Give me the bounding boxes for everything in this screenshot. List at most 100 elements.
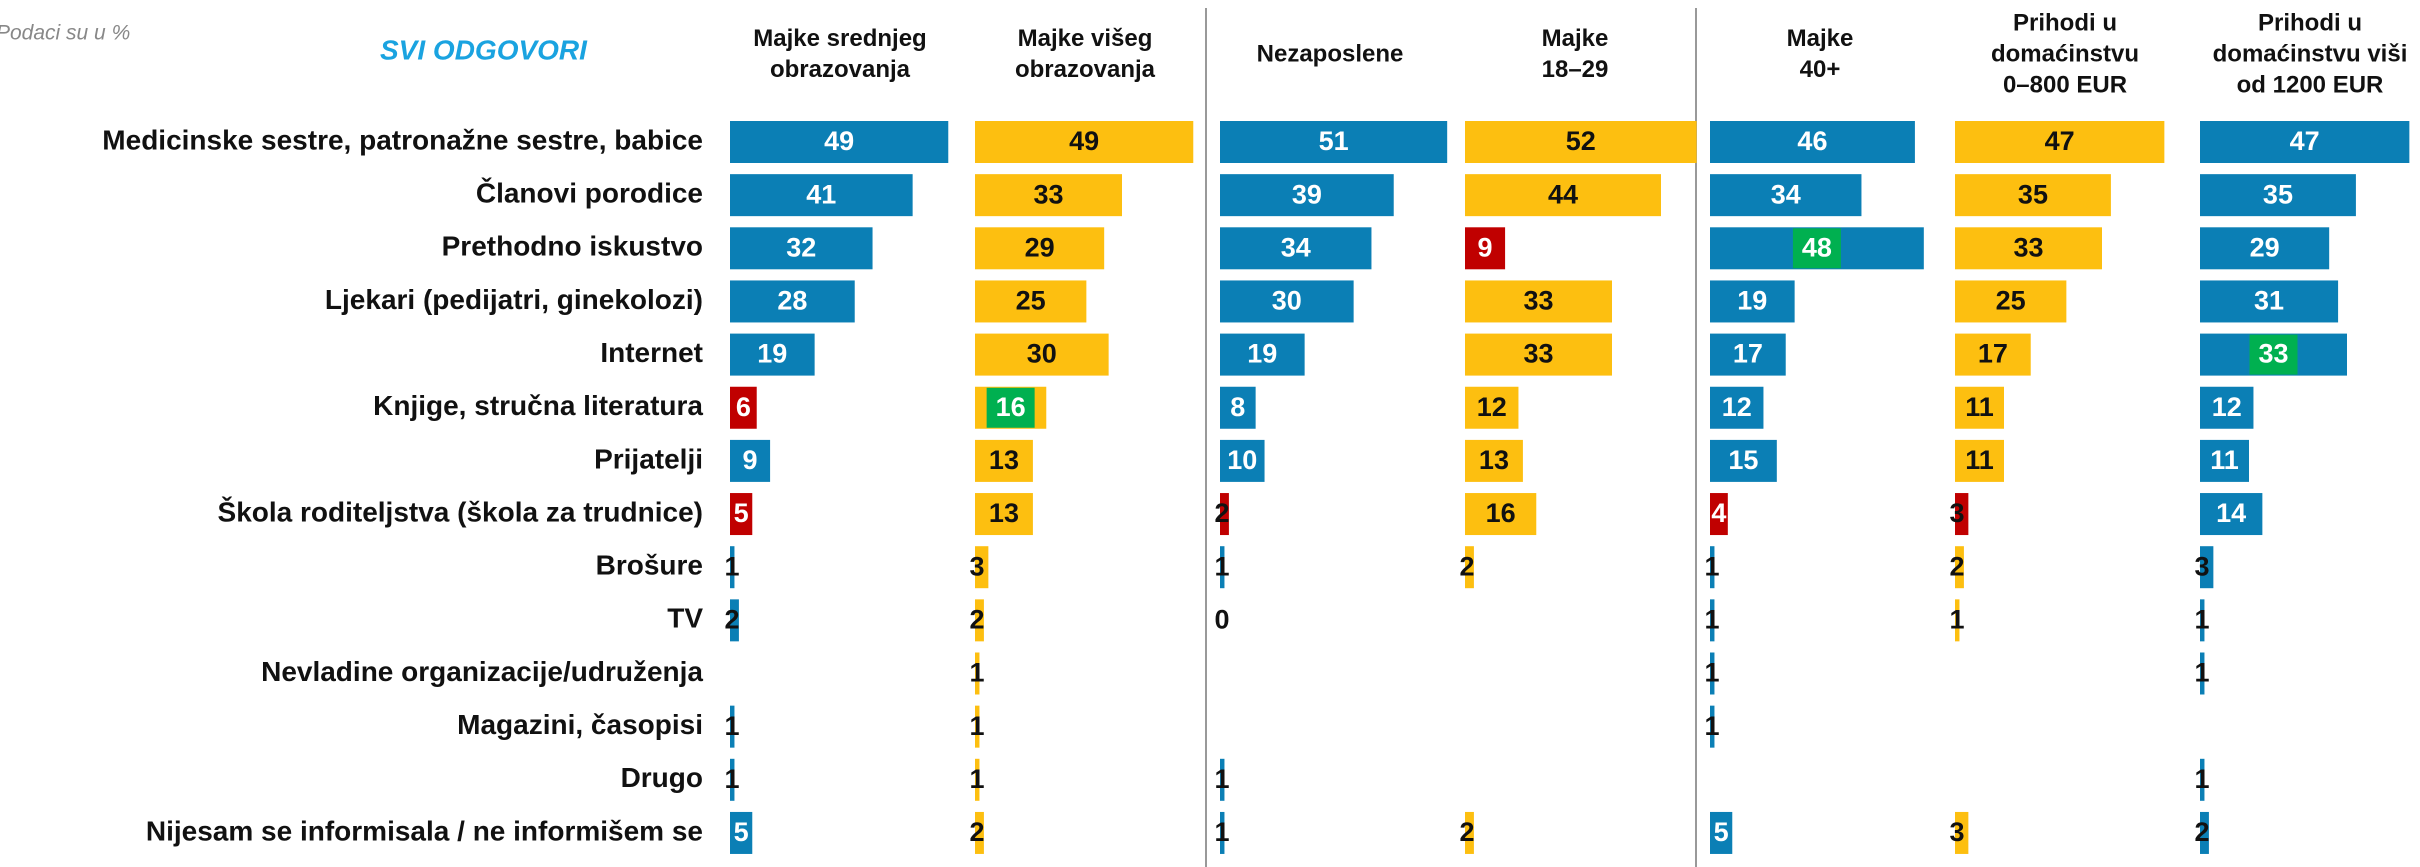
panel-header: od 1200 EUR xyxy=(2237,71,2384,98)
bar xyxy=(975,546,989,589)
value-label: 5 xyxy=(1714,817,1729,847)
bar xyxy=(1220,174,1394,217)
bar xyxy=(1955,599,1960,642)
panel-header: domaćinstvu viši xyxy=(2213,40,2408,67)
bar xyxy=(1710,439,1777,482)
value-label: 11 xyxy=(1965,392,1994,422)
bar xyxy=(1710,386,1764,429)
value-label: 1 xyxy=(724,551,739,581)
value-label: 12 xyxy=(2212,392,2242,422)
value-label: 33 xyxy=(1033,179,1063,209)
bar xyxy=(975,227,1105,270)
panel-header: Nezaposlene xyxy=(1257,40,1404,67)
bar xyxy=(730,546,735,589)
bar xyxy=(1955,121,2165,163)
bar xyxy=(730,811,753,854)
note: Podaci su u % xyxy=(0,22,130,45)
value-label: 46 xyxy=(1797,126,1827,156)
value-label: 19 xyxy=(1737,286,1767,316)
bar xyxy=(730,599,739,642)
bar xyxy=(975,652,980,695)
panel-header: obrazovanja xyxy=(1015,56,1156,83)
value-label: 2 xyxy=(1459,817,1474,847)
bar xyxy=(975,174,1122,217)
value-label: 12 xyxy=(1722,392,1752,422)
panel-header: 18–29 xyxy=(1542,56,1609,83)
bar xyxy=(1220,811,1225,854)
value-label: 51 xyxy=(1319,126,1349,156)
value-label: 39 xyxy=(1292,179,1322,209)
bar xyxy=(1710,705,1715,748)
value-label: 1 xyxy=(1704,604,1719,634)
value-label: 30 xyxy=(1027,339,1057,369)
value-label: 34 xyxy=(1771,179,1801,209)
value-label: 1 xyxy=(1214,764,1229,794)
category-label: Magazini, časopisi xyxy=(457,709,703,740)
category-label: Knjige, stručna literatura xyxy=(373,390,703,421)
bar xyxy=(975,811,984,854)
bar xyxy=(1955,333,2031,376)
highlight-box xyxy=(2249,334,2298,375)
panel-header: domaćinstvu xyxy=(1991,40,2139,67)
value-label: 1 xyxy=(969,711,984,741)
value-label: 49 xyxy=(824,126,854,156)
value-label: 52 xyxy=(1566,126,1596,156)
bar xyxy=(2200,280,2339,323)
bar xyxy=(730,386,757,429)
value-label: 9 xyxy=(743,445,758,475)
bar xyxy=(1710,493,1728,536)
value-label: 47 xyxy=(2045,126,2075,156)
value-label: 10 xyxy=(1227,445,1257,475)
value-label: 49 xyxy=(1069,126,1099,156)
category-label: Medicinske sestre, patronažne sestre, ba… xyxy=(102,124,703,155)
value-label: 13 xyxy=(1479,445,1509,475)
bar xyxy=(730,333,815,376)
bar xyxy=(1220,121,1448,163)
bar xyxy=(1955,546,1964,589)
bar xyxy=(2200,546,2214,589)
value-label: 5 xyxy=(734,498,749,528)
value-label: 32 xyxy=(786,232,816,262)
value-label: 35 xyxy=(2263,179,2293,209)
value-label: 0 xyxy=(1214,604,1229,634)
category-label: Prijatelji xyxy=(594,443,703,474)
bar xyxy=(1465,439,1523,482)
bar xyxy=(1955,811,1969,854)
value-label: 33 xyxy=(2013,232,2043,262)
highlight-box xyxy=(1792,228,1841,269)
value-label: 48 xyxy=(1802,232,1832,262)
bar xyxy=(1220,758,1225,801)
value-label: 1 xyxy=(724,764,739,794)
bar xyxy=(1465,493,1537,536)
value-label: 4 xyxy=(1711,498,1726,528)
value-label: 12 xyxy=(1477,392,1507,422)
bar xyxy=(975,439,1033,482)
value-label: 2 xyxy=(1214,498,1229,528)
value-label: 17 xyxy=(1733,339,1763,369)
panel-header: Majke xyxy=(1787,25,1854,52)
value-label: 19 xyxy=(757,339,787,369)
bar xyxy=(1955,227,2102,270)
value-label: 11 xyxy=(2210,445,2239,475)
value-label: 25 xyxy=(1016,286,1046,316)
chart-title: SVI ODGOVORI xyxy=(380,34,588,65)
bar xyxy=(2200,174,2356,217)
bar xyxy=(1220,493,1229,536)
category-label: Drugo xyxy=(621,762,703,793)
value-label: 1 xyxy=(724,711,739,741)
bar xyxy=(2200,811,2209,854)
bar xyxy=(730,758,735,801)
value-label: 13 xyxy=(989,445,1019,475)
bar xyxy=(1710,811,1733,854)
panel-header: 40+ xyxy=(1800,56,1841,83)
bar xyxy=(1465,333,1612,376)
panel-header: Prihodi u xyxy=(2258,9,2362,36)
category-label: Prethodno iskustvo xyxy=(442,231,703,262)
category-label: Brošure xyxy=(596,550,703,581)
bar xyxy=(730,439,771,482)
bar xyxy=(1710,174,1862,217)
bar xyxy=(1710,652,1715,695)
bar xyxy=(975,758,980,801)
bar xyxy=(1710,280,1795,323)
